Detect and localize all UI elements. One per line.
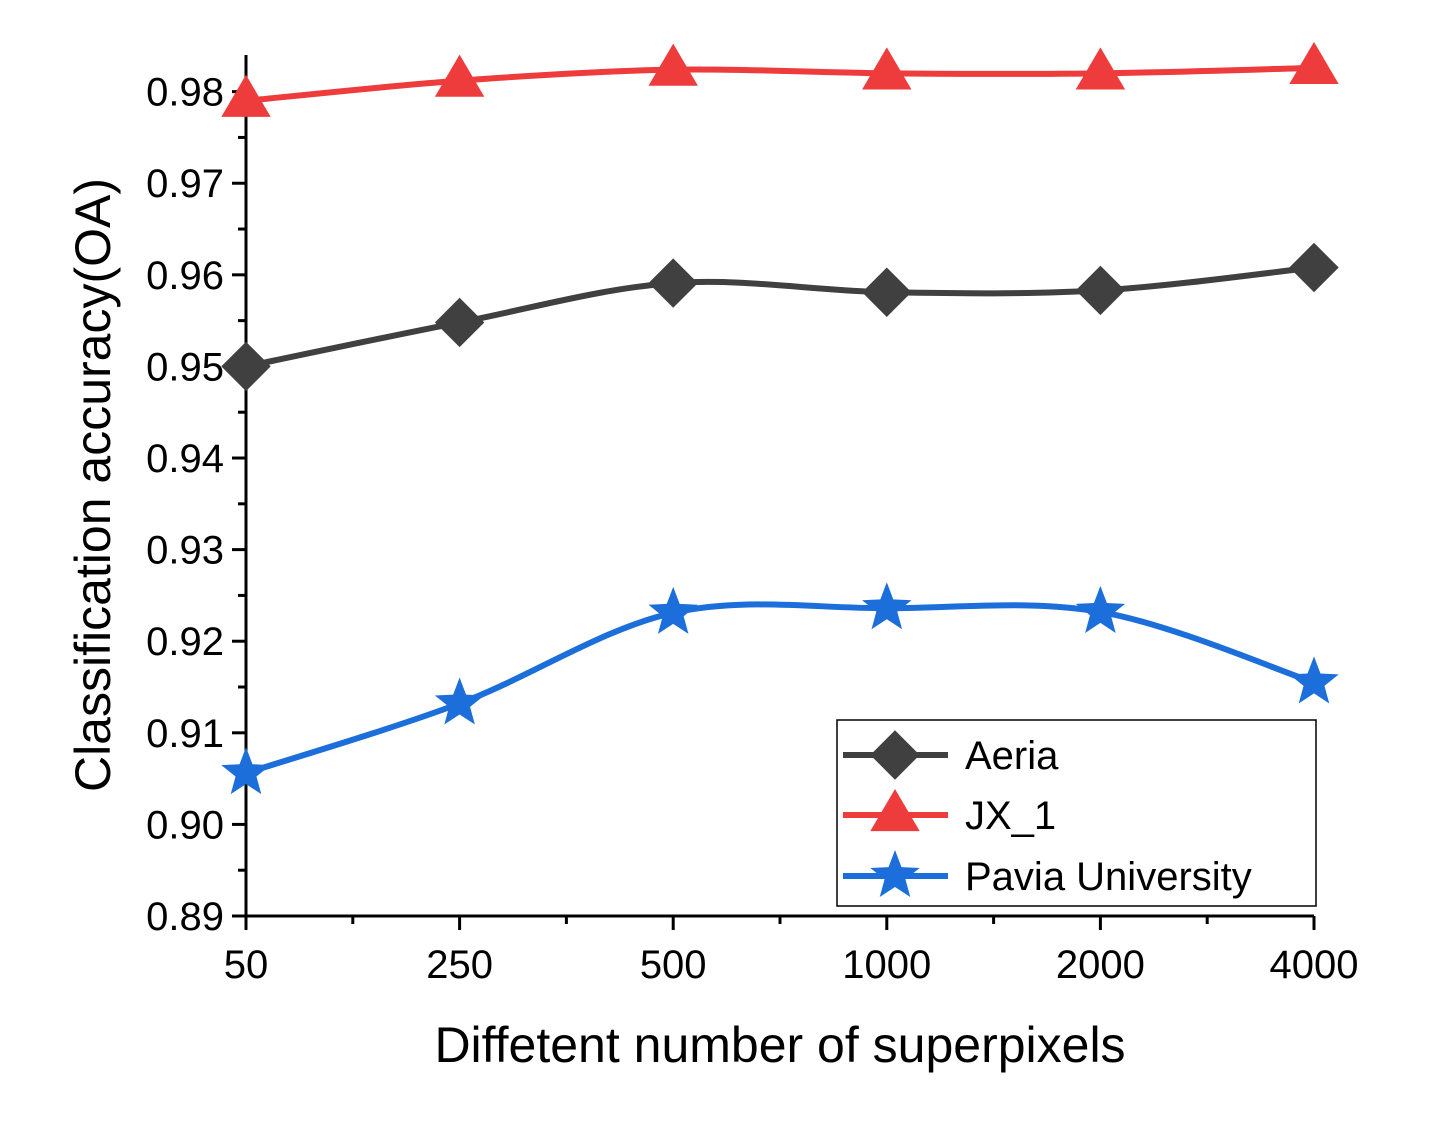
legend-label: Aeria (965, 734, 1059, 778)
series-aeria (221, 242, 1339, 392)
series-line (245, 264, 1315, 370)
data-point (1289, 41, 1339, 84)
series-layer (221, 41, 1339, 795)
data-point (434, 297, 485, 348)
data-point (221, 747, 271, 795)
axes: 0.89 0.90 0.91 0.92 0.93 0.94 0.95 0.96 0.97 0.98… (146, 55, 1358, 987)
data-point (648, 43, 698, 86)
x-tick-label: 250 (426, 943, 493, 987)
data-point (1289, 242, 1339, 293)
data-point (862, 47, 912, 90)
data-point (221, 74, 271, 117)
x-tick-label: 1000 (842, 943, 931, 987)
x-tick-label: 500 (640, 943, 707, 987)
x-tick-label: 4000 (1270, 943, 1359, 987)
data-point (648, 258, 698, 308)
legend-label: Pavia University (965, 855, 1252, 899)
legend-label: JX_1 (965, 794, 1056, 838)
y-tick-label: 0.91 (146, 712, 224, 756)
series-pavia-university (221, 582, 1339, 795)
y-tick-label: 0.89 (146, 895, 224, 939)
data-point (1075, 265, 1126, 316)
data-point (1075, 585, 1126, 633)
x-axis-title: Diffetent number of superpixels (434, 1017, 1125, 1073)
y-tick-label: 0.93 (146, 529, 224, 573)
data-point (434, 677, 485, 725)
legend-marker (870, 730, 920, 780)
y-axis-title: Classification accuracy(OA) (65, 178, 121, 792)
legend-item: Pavia University (843, 850, 1252, 899)
y-tick-label: 0.96 (146, 254, 224, 298)
legend-item: JX_1 (843, 789, 1056, 838)
y-tick-label: 0.97 (146, 162, 224, 206)
y-tick-label: 0.90 (146, 803, 224, 847)
y-tick-label: 0.92 (146, 620, 224, 664)
data-point (648, 586, 698, 634)
legend-marker (870, 850, 920, 898)
series-line (245, 601, 1315, 776)
data-point (862, 582, 912, 630)
x-tick-label: 2000 (1056, 943, 1145, 987)
legend-item: Aeria (843, 730, 1059, 780)
data-point (434, 54, 485, 97)
data-point (1289, 656, 1339, 704)
x-tick-label: 50 (224, 943, 269, 987)
series-line (245, 64, 1315, 104)
y-tick-label: 0.98 (146, 71, 224, 115)
data-point (862, 267, 912, 317)
y-tick-label: 0.94 (146, 437, 224, 481)
data-point (221, 341, 271, 392)
series-jx-1 (221, 41, 1339, 117)
data-point (1075, 47, 1126, 90)
legend: Aeria JX_1 Pavia University (836, 719, 1317, 907)
y-tick-label: 0.95 (146, 345, 224, 389)
legend-marker (870, 789, 920, 832)
